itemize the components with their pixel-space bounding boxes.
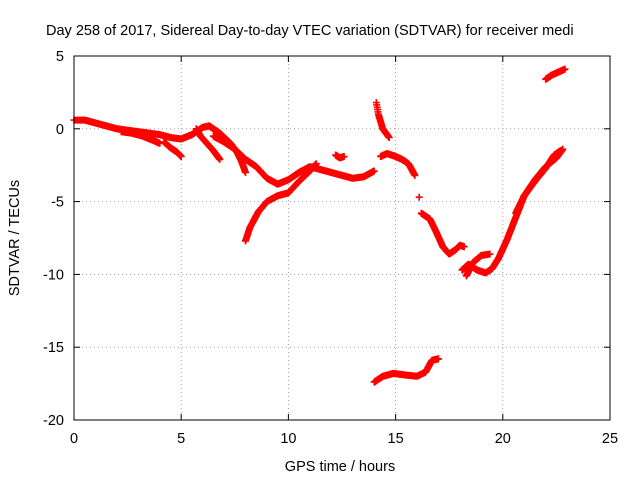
data-point-trace bbox=[242, 160, 320, 245]
y-tick-label: -20 bbox=[43, 413, 64, 429]
plot-frame bbox=[73, 55, 611, 421]
x-tick-label: 25 bbox=[602, 431, 618, 447]
data-point-trace bbox=[160, 138, 185, 160]
data-point-trace bbox=[192, 125, 224, 163]
x-tick-label: 20 bbox=[495, 431, 511, 447]
y-tick-label: 5 bbox=[56, 49, 64, 65]
y-tick-label: -5 bbox=[51, 195, 64, 211]
x-tick-label: 15 bbox=[388, 431, 404, 447]
x-axis-label: GPS time / hours bbox=[285, 459, 395, 475]
y-tick-label: 0 bbox=[56, 122, 64, 138]
data-point-trace bbox=[332, 151, 348, 162]
data-point-trace bbox=[417, 209, 468, 258]
grid-lines bbox=[74, 56, 610, 420]
x-tick-label: 5 bbox=[177, 431, 185, 447]
data-point-trace bbox=[512, 147, 565, 217]
y-tick-labels: 5 0 -5 -10 -15 -20 bbox=[43, 49, 64, 429]
data-points bbox=[70, 65, 569, 386]
y-axis-label: SDTVAR / TECUs bbox=[7, 180, 23, 296]
data-point-trace bbox=[542, 65, 569, 83]
data-point-trace bbox=[117, 128, 164, 147]
y-tick-label: -10 bbox=[43, 267, 64, 283]
x-tick-labels: 0 5 10 15 20 25 bbox=[70, 431, 618, 447]
x-tick-label: 0 bbox=[70, 431, 78, 447]
data-point-trace bbox=[372, 99, 393, 141]
chart-title: Day 258 of 2017, Sidereal Day-to-day VTE… bbox=[46, 23, 574, 39]
data-point-trace bbox=[209, 132, 378, 188]
data-point-trace bbox=[377, 150, 419, 179]
axis-ticks bbox=[73, 55, 611, 421]
data-point-trace bbox=[462, 250, 494, 280]
y-tick-label: -15 bbox=[43, 340, 64, 356]
x-tick-label: 10 bbox=[280, 431, 296, 447]
data-point-trace bbox=[370, 355, 442, 386]
data-point-trace bbox=[415, 193, 423, 201]
